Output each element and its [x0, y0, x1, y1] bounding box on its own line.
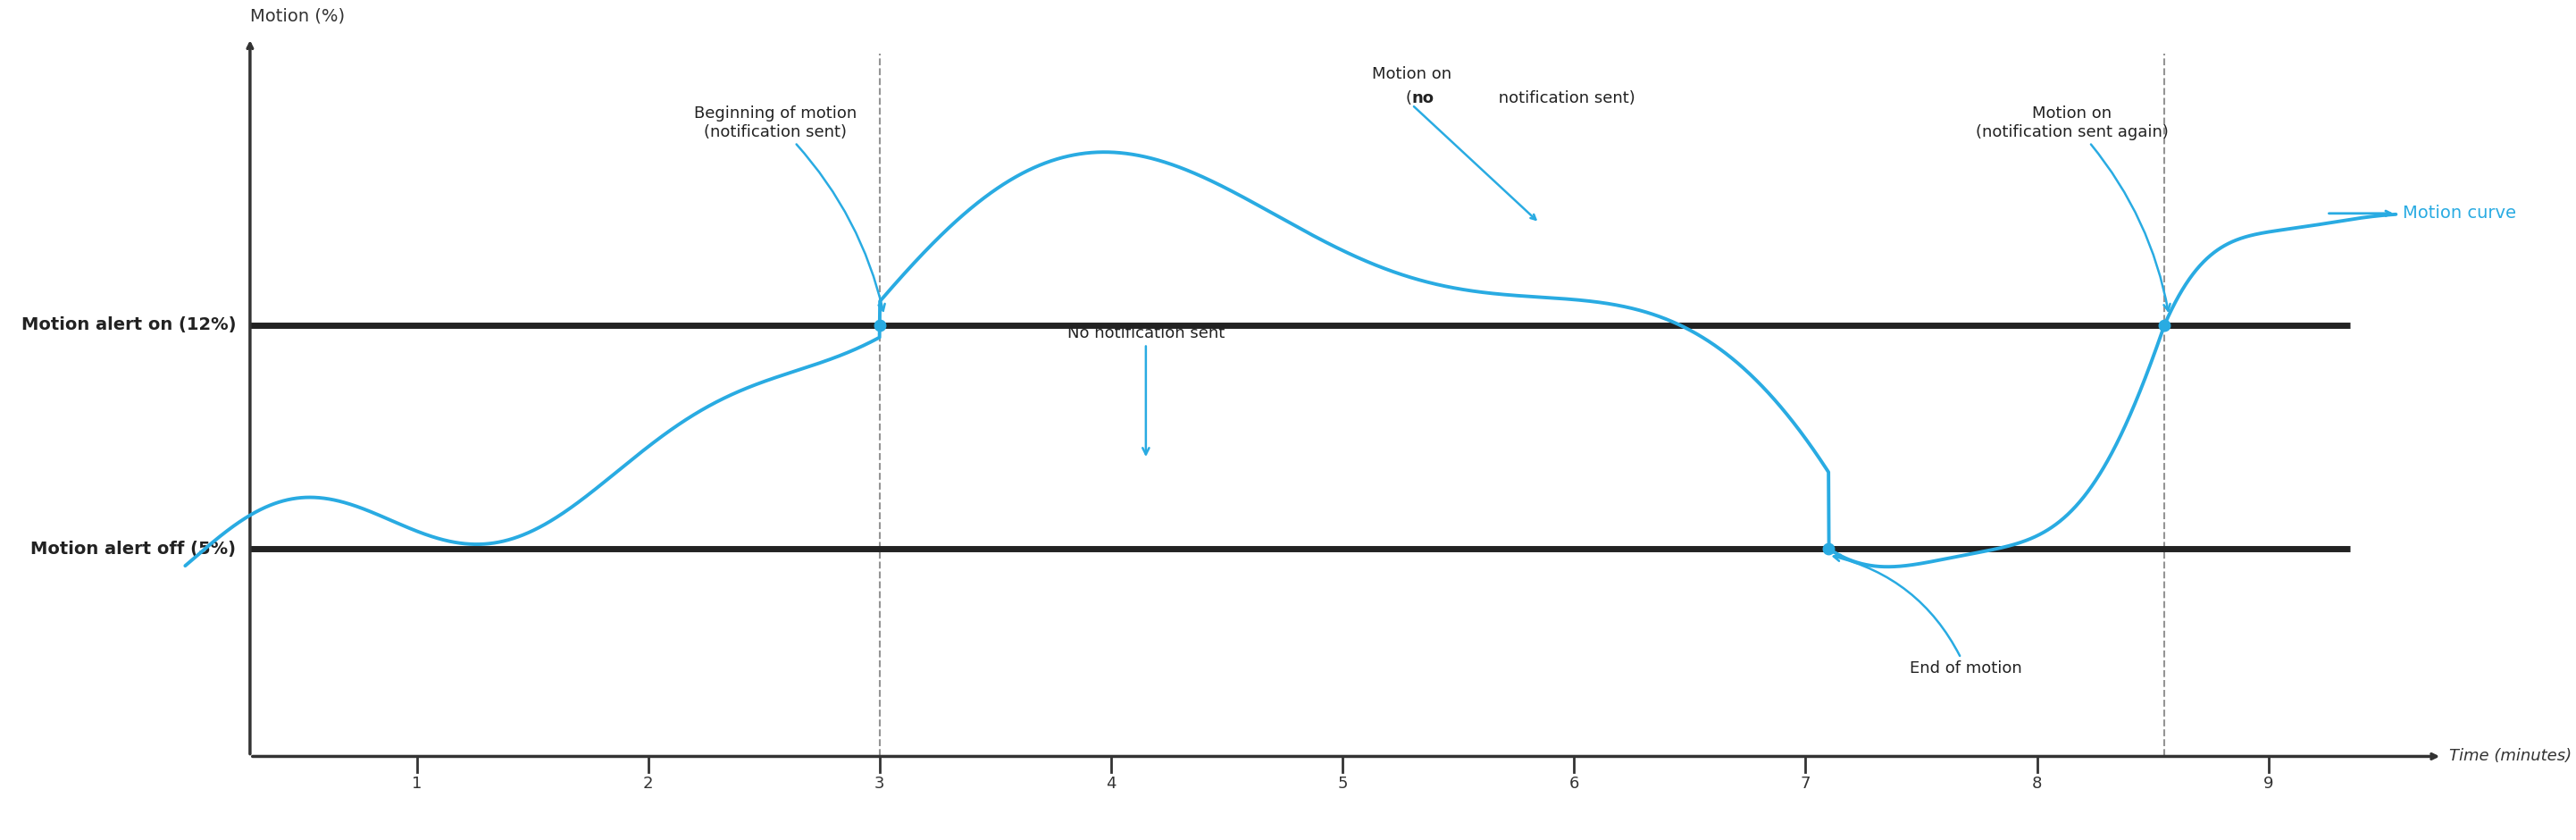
Text: Beginning of motion
(notification sent): Beginning of motion (notification sent): [693, 105, 884, 311]
Text: Motion on
(notification sent again): Motion on (notification sent again): [1976, 105, 2169, 311]
Text: 4: 4: [1105, 775, 1115, 791]
Text: 7: 7: [1801, 775, 1811, 791]
Text: No notification sent: No notification sent: [1066, 325, 1224, 454]
Text: 6: 6: [1569, 775, 1579, 791]
Text: 9: 9: [2264, 775, 2275, 791]
Text: 8: 8: [2032, 775, 2043, 791]
Text: (: (: [1406, 91, 1412, 107]
Text: Motion (%): Motion (%): [250, 8, 345, 25]
Text: 2: 2: [644, 775, 654, 791]
Text: 1: 1: [412, 775, 422, 791]
Text: 5: 5: [1337, 775, 1347, 791]
Text: Motion curve: Motion curve: [2403, 205, 2517, 222]
Text: Time (minutes): Time (minutes): [2450, 748, 2571, 764]
Text: Motion alert off (5%): Motion alert off (5%): [31, 540, 237, 557]
Text: Motion on: Motion on: [1373, 66, 1453, 82]
Text: End of motion: End of motion: [1834, 554, 2022, 677]
Text: Motion alert on (12%): Motion alert on (12%): [21, 317, 237, 333]
Text: no: no: [1412, 91, 1435, 107]
Text: 3: 3: [873, 775, 884, 791]
Text: notification sent): notification sent): [1494, 91, 1636, 107]
